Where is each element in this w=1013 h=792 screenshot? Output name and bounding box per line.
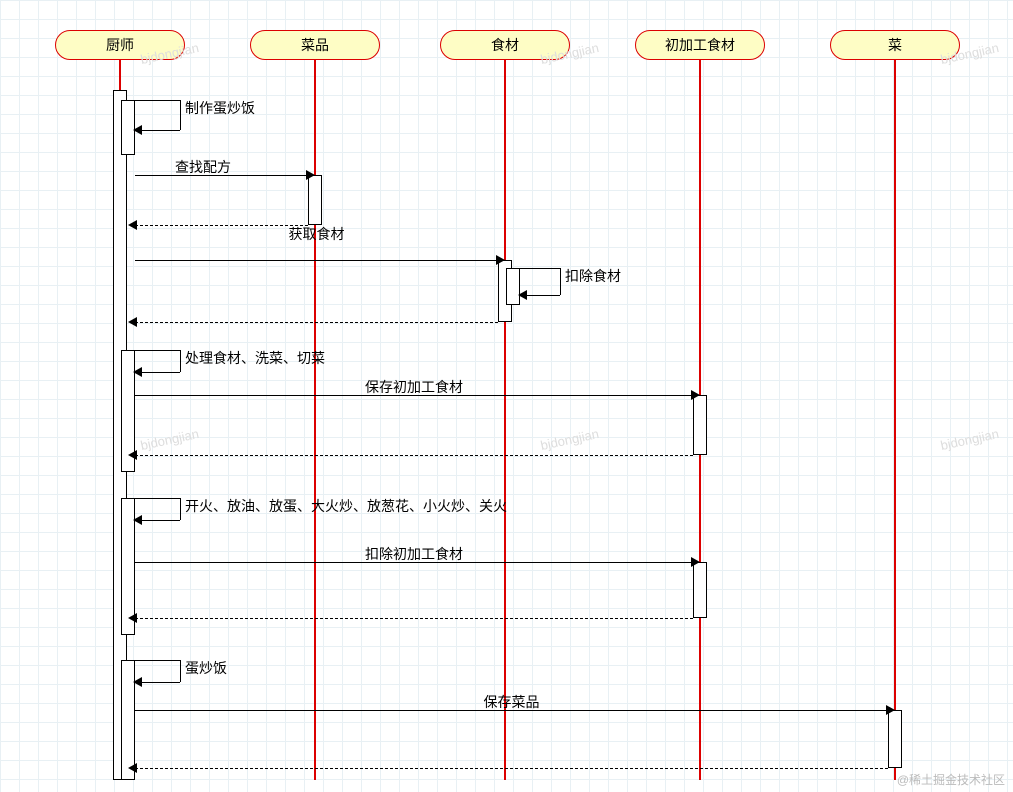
watermark-3: bjdongjian — [139, 426, 200, 453]
message-label-14: 保存菜品 — [135, 692, 888, 712]
watermark-5: bjdongjian — [939, 426, 1000, 453]
message-label-3: 获取食材 — [135, 224, 498, 244]
lifeline-dish — [314, 60, 316, 780]
watermark-4: bjdongjian — [539, 426, 600, 453]
message-label-8: 保存初加工食材 — [135, 377, 693, 397]
footer-watermark: @稀土掘金技术社区 — [897, 771, 1005, 788]
message-label-0: 制作蛋炒饭 — [185, 98, 255, 118]
activation-dish-2 — [308, 175, 322, 225]
message-label-13: 蛋炒饭 — [185, 658, 227, 678]
participant-prepared: 初加工食材 — [635, 30, 765, 60]
message-label-10: 开火、放油、放蛋、大火炒、放葱花、小火炒、关火 — [185, 496, 507, 516]
participant-chef: 厨师 — [55, 30, 185, 60]
message-label-1: 查找配方 — [175, 157, 231, 177]
activation-prepared-8 — [693, 562, 707, 618]
message-label-5: 扣除食材 — [565, 266, 621, 286]
message-label-11: 扣除初加工食材 — [135, 544, 693, 564]
sequence-diagram: 厨师 菜品 食材 初加工食材 菜制作蛋炒饭查找配方获取食材扣除食材处理食材、洗菜、切菜保… — [0, 0, 1013, 792]
activation-prepared-6 — [693, 395, 707, 455]
participant-food: 菜 — [830, 30, 960, 60]
lifeline-material — [504, 60, 506, 780]
lifeline-food — [894, 60, 896, 780]
participant-dish: 菜品 — [250, 30, 380, 60]
activation-food-10 — [888, 710, 902, 768]
participant-material: 食材 — [440, 30, 570, 60]
diagram-layer: 厨师 菜品 食材 初加工食材 菜制作蛋炒饭查找配方获取食材扣除食材处理食材、洗菜、切菜保… — [0, 0, 1013, 792]
message-label-7: 处理食材、洗菜、切菜 — [185, 348, 325, 368]
